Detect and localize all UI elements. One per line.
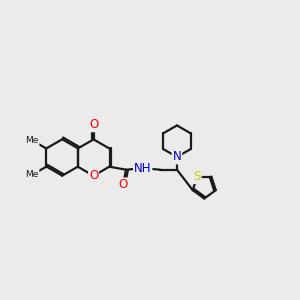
Text: O: O (89, 118, 98, 131)
Text: O: O (118, 178, 128, 191)
Text: N: N (172, 151, 181, 164)
Text: NH: NH (134, 162, 152, 175)
Text: Me: Me (26, 136, 39, 146)
Text: O: O (89, 169, 98, 182)
Text: Me: Me (26, 170, 39, 179)
Text: S: S (194, 170, 201, 183)
